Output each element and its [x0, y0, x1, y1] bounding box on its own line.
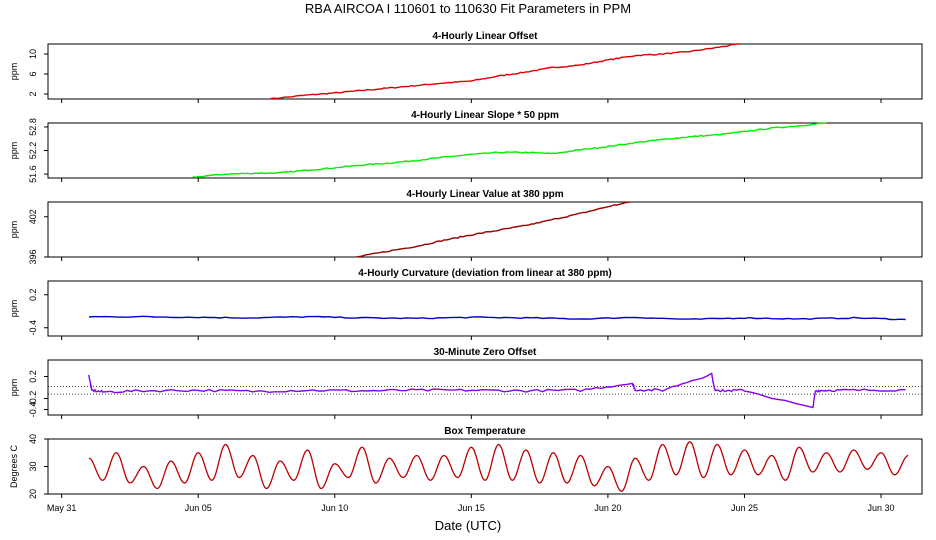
x-tick-label: May 31	[47, 503, 77, 513]
panel-title: 4-Hourly Linear Value at 380 ppm	[406, 189, 563, 200]
x-axis-label: Date (UTC)	[434, 518, 502, 533]
y-tick-label: 0.2	[28, 288, 38, 301]
x-tick-label: Jun 15	[458, 503, 485, 513]
series-line	[192, 122, 827, 178]
y-tick-label: 51.6	[28, 165, 38, 183]
y-axis-label: ppm	[9, 221, 19, 239]
y-tick-label: 40	[28, 434, 38, 444]
panel-title: 4-Hourly Linear Slope * 50 ppm	[411, 110, 559, 121]
panel-title: Box Temperature	[444, 426, 526, 437]
y-tick-label: -0.4	[28, 402, 38, 418]
panel-title: 30-Minute Zero Offset	[434, 347, 537, 358]
y-axis-label: Degrees C	[9, 444, 19, 488]
y-tick-label: -0.2	[28, 391, 38, 407]
series-line	[356, 201, 630, 258]
x-tick-label: Jun 10	[321, 503, 348, 513]
series-line	[88, 372, 906, 409]
x-tick-label: Jun 05	[185, 503, 212, 513]
y-tick-label: 0.2	[28, 370, 38, 383]
y-axis-label: ppm	[9, 300, 19, 318]
panel-frame	[47, 43, 923, 100]
y-tick-label: 30	[28, 461, 38, 471]
y-tick-label: -0.4	[28, 320, 38, 336]
x-tick-label: Jun 30	[868, 503, 895, 513]
y-tick-label: 402	[28, 209, 38, 224]
y-tick-label: 6	[28, 71, 38, 76]
panel-frame	[47, 359, 923, 416]
panel-frame	[47, 122, 923, 179]
y-tick-label: 52.2	[28, 142, 38, 160]
y-axis-label: ppm	[9, 142, 19, 160]
series-line	[269, 43, 739, 100]
series-line	[88, 315, 906, 321]
y-tick-label: 396	[28, 249, 38, 264]
x-tick-label: Jun 25	[731, 503, 758, 513]
y-tick-label: 2	[28, 91, 38, 96]
series-line	[88, 441, 909, 493]
x-tick-label: Jun 20	[594, 503, 621, 513]
panel-frame	[47, 280, 923, 337]
y-axis-label: ppm	[9, 63, 19, 81]
y-tick-label: 10	[28, 49, 38, 59]
chart-main-title: RBA AIRCOA I 110601 to 110630 Fit Parame…	[304, 1, 632, 16]
panel-frame	[47, 201, 923, 258]
panel-title: 4-Hourly Linear Offset	[432, 31, 538, 42]
y-tick-label: 20	[28, 489, 38, 499]
y-axis-label: ppm	[9, 379, 19, 397]
y-tick-label: 52.8	[28, 118, 38, 136]
panel-title: 4-Hourly Curvature (deviation from linea…	[358, 268, 611, 279]
